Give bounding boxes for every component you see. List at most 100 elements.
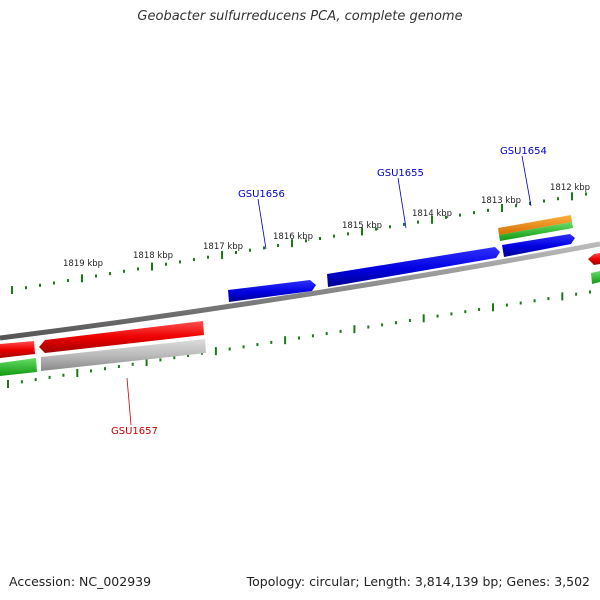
- outer-minor-tick: [39, 283, 41, 287]
- label-leader-gsu1656: [257, 198, 267, 250]
- outer-minor-tick: [473, 211, 475, 215]
- cds-gsu1656[interactable]: [228, 280, 316, 302]
- gene-label-gsu1656[interactable]: GSU1656: [238, 189, 285, 200]
- cds-gsu1654[interactable]: [502, 234, 575, 257]
- green-track-right-edge: [591, 271, 600, 284]
- green-track-left-edge: [0, 358, 37, 376]
- inner-minor-tick: [339, 329, 342, 333]
- ruler-label-1812: 1812 kbp: [550, 183, 590, 193]
- inner-major-tick: [7, 380, 9, 388]
- gene-gsu1657[interactable]: [41, 339, 206, 371]
- cds-gsu1657[interactable]: [39, 321, 204, 353]
- inner-minor-tick: [104, 367, 106, 371]
- outer-major-tick: [151, 262, 153, 271]
- inner-minor-tick: [228, 347, 231, 351]
- outer-minor-tick: [529, 201, 531, 205]
- outer-minor-tick: [95, 274, 97, 278]
- outer-minor-tick: [179, 260, 181, 264]
- outer-major-tick: [11, 286, 13, 294]
- inner-minor-tick: [589, 290, 591, 294]
- outer-minor-tick: [25, 286, 27, 290]
- outer-minor-tick: [585, 192, 587, 196]
- inner-minor-tick: [519, 301, 522, 305]
- outer-minor-tick: [543, 199, 545, 203]
- inner-minor-tick: [298, 336, 300, 340]
- inner-minor-tick: [533, 299, 536, 303]
- ruler-label-1815: 1815 kbp: [342, 221, 382, 231]
- outer-major-tick: [81, 274, 83, 283]
- inner-minor-tick: [395, 321, 397, 325]
- inner-minor-tick: [62, 373, 65, 377]
- cds-right-edge[interactable]: [588, 253, 600, 265]
- outer-major-tick: [431, 215, 433, 224]
- outer-minor-tick: [403, 222, 405, 226]
- genome-summary-text: Topology: circular; Length: 3,814,139 bp…: [246, 574, 590, 589]
- ruler-label-1816: 1816 kbp: [273, 232, 313, 242]
- gene-label-gsu1655[interactable]: GSU1655: [377, 168, 424, 179]
- inner-minor-tick: [575, 292, 578, 296]
- inner-major-tick: [492, 303, 494, 312]
- gene-label-gsu1654[interactable]: GSU1654: [500, 146, 547, 157]
- label-leader-gsu1655: [397, 177, 407, 229]
- outer-tick-row: [11, 192, 587, 294]
- outer-minor-tick: [193, 258, 195, 262]
- inner-minor-tick: [478, 308, 481, 311]
- inner-minor-tick: [505, 303, 508, 307]
- inner-major-tick: [145, 358, 148, 367]
- inner-major-tick: [76, 369, 79, 377]
- genome-backbone: [0, 241, 600, 341]
- gene-label-gsu1657[interactable]: GSU1657: [111, 426, 158, 437]
- outer-minor-tick: [123, 269, 125, 273]
- inner-minor-tick: [381, 323, 384, 327]
- outer-minor-tick: [445, 215, 447, 219]
- inner-minor-tick: [20, 380, 23, 384]
- inner-minor-tick: [325, 332, 328, 336]
- outer-minor-tick: [487, 208, 489, 212]
- inner-minor-tick: [450, 312, 453, 316]
- outer-minor-tick: [165, 262, 167, 266]
- outer-minor-tick: [347, 232, 349, 236]
- outer-major-tick: [501, 204, 503, 212]
- outer-minor-tick: [305, 239, 307, 243]
- outer-minor-tick: [207, 255, 209, 259]
- outer-minor-tick: [263, 246, 265, 250]
- inner-minor-tick: [173, 356, 176, 360]
- outer-minor-tick: [333, 234, 335, 238]
- ruler-label-1814: 1814 kbp: [412, 209, 452, 219]
- outer-major-tick: [291, 239, 293, 248]
- outer-major-tick: [361, 227, 363, 236]
- cds-left-edge[interactable]: [0, 341, 35, 358]
- inner-minor-tick: [34, 378, 37, 382]
- inner-minor-tick: [464, 310, 467, 314]
- inner-minor-tick: [256, 343, 259, 347]
- outer-major-tick: [221, 250, 223, 259]
- outer-minor-tick: [557, 197, 559, 201]
- ruler-label-1818: 1818 kbp: [133, 251, 173, 261]
- cds-gsu1655[interactable]: [327, 247, 500, 287]
- ruler-label-1819: 1819 kbp: [63, 259, 103, 269]
- inner-minor-tick: [117, 365, 120, 368]
- inner-major-tick: [284, 336, 287, 345]
- ruler-label-1817: 1817 kbp: [203, 242, 243, 252]
- outer-minor-tick: [417, 220, 419, 224]
- outer-major-tick: [571, 192, 573, 201]
- inner-major-tick: [214, 347, 217, 356]
- outer-minor-tick: [319, 237, 321, 240]
- outer-minor-tick: [137, 267, 139, 271]
- label-leader-gsu1657: [126, 377, 132, 426]
- inner-major-tick: [353, 325, 356, 334]
- inner-minor-tick: [90, 369, 93, 373]
- accession-text: Accession: NC_002939: [9, 574, 152, 589]
- inner-minor-tick: [547, 297, 550, 301]
- outer-minor-tick: [53, 281, 55, 285]
- inner-minor-tick: [187, 354, 190, 357]
- outer-minor-tick: [277, 244, 279, 247]
- gene-gsu1654[interactable]: [498, 215, 572, 235]
- outer-minor-tick: [459, 213, 461, 217]
- inner-minor-tick: [159, 358, 162, 362]
- inner-minor-tick: [408, 319, 411, 322]
- inner-minor-tick: [48, 375, 51, 379]
- inner-minor-tick: [367, 325, 370, 329]
- ruler-label-1813: 1813 kbp: [481, 196, 521, 206]
